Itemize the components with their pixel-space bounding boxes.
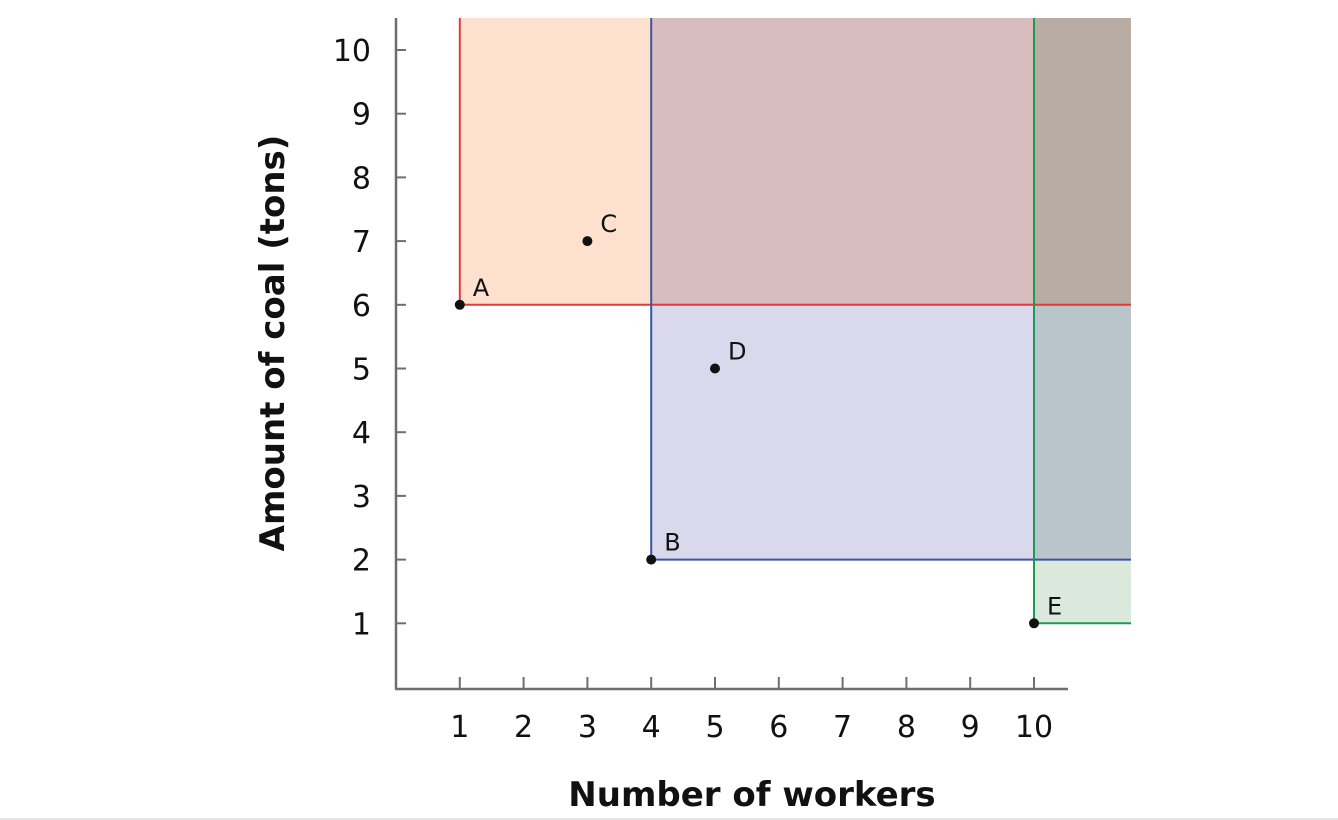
- point-d: [710, 363, 720, 374]
- x-tick-label-8: 8: [897, 710, 916, 745]
- x-axis-title: Number of workers: [568, 775, 935, 815]
- region-e: [1034, 18, 1131, 624]
- x-tick-label-4: 4: [642, 710, 661, 745]
- x-tick-label-1: 1: [450, 710, 469, 745]
- data-points: A B C D E: [454, 210, 1062, 629]
- y-tick-label-7: 7: [352, 225, 371, 260]
- y-tick-label-5: 5: [352, 353, 371, 388]
- y-tick-label-6: 6: [352, 289, 371, 324]
- dominance-regions: [459, 18, 1131, 624]
- x-tick-label-7: 7: [833, 710, 852, 745]
- y-tick-label-4: 4: [352, 416, 371, 451]
- y-tick-label-3: 3: [352, 480, 371, 515]
- y-tick-label-9: 9: [352, 98, 371, 133]
- point-c: [582, 236, 593, 247]
- x-tick-label-5: 5: [705, 710, 724, 745]
- y-tick-label-10: 10: [333, 34, 371, 69]
- point-label-b: B: [664, 529, 680, 557]
- y-axis-title: Amount of coal (tons): [253, 135, 293, 552]
- point-e: [1029, 618, 1039, 629]
- point-label-e: E: [1047, 592, 1062, 620]
- region-boundary-lines: [458, 18, 1131, 625]
- point-b: [646, 554, 657, 565]
- x-tick-label-9: 9: [961, 710, 980, 745]
- axes: [394, 18, 1068, 691]
- y-tick-label-1: 1: [352, 607, 371, 642]
- x-tick-label-3: 3: [578, 710, 597, 745]
- point-label-a: A: [473, 274, 490, 302]
- point-a: [454, 299, 465, 310]
- tick-marks: 1 2 3 4 5 6 7 8 9 10 1 2 3 4 5 6 7 8 9 10: [333, 34, 1053, 745]
- y-tick-label-2: 2: [352, 544, 371, 579]
- point-label-c: C: [600, 210, 617, 238]
- x-tick-label-6: 6: [769, 710, 788, 745]
- x-tick-label-2: 2: [514, 710, 533, 745]
- point-label-d: D: [728, 338, 746, 366]
- x-tick-label-10: 10: [1015, 710, 1053, 745]
- bottom-divider: [0, 818, 1338, 820]
- y-tick-label-8: 8: [352, 161, 371, 196]
